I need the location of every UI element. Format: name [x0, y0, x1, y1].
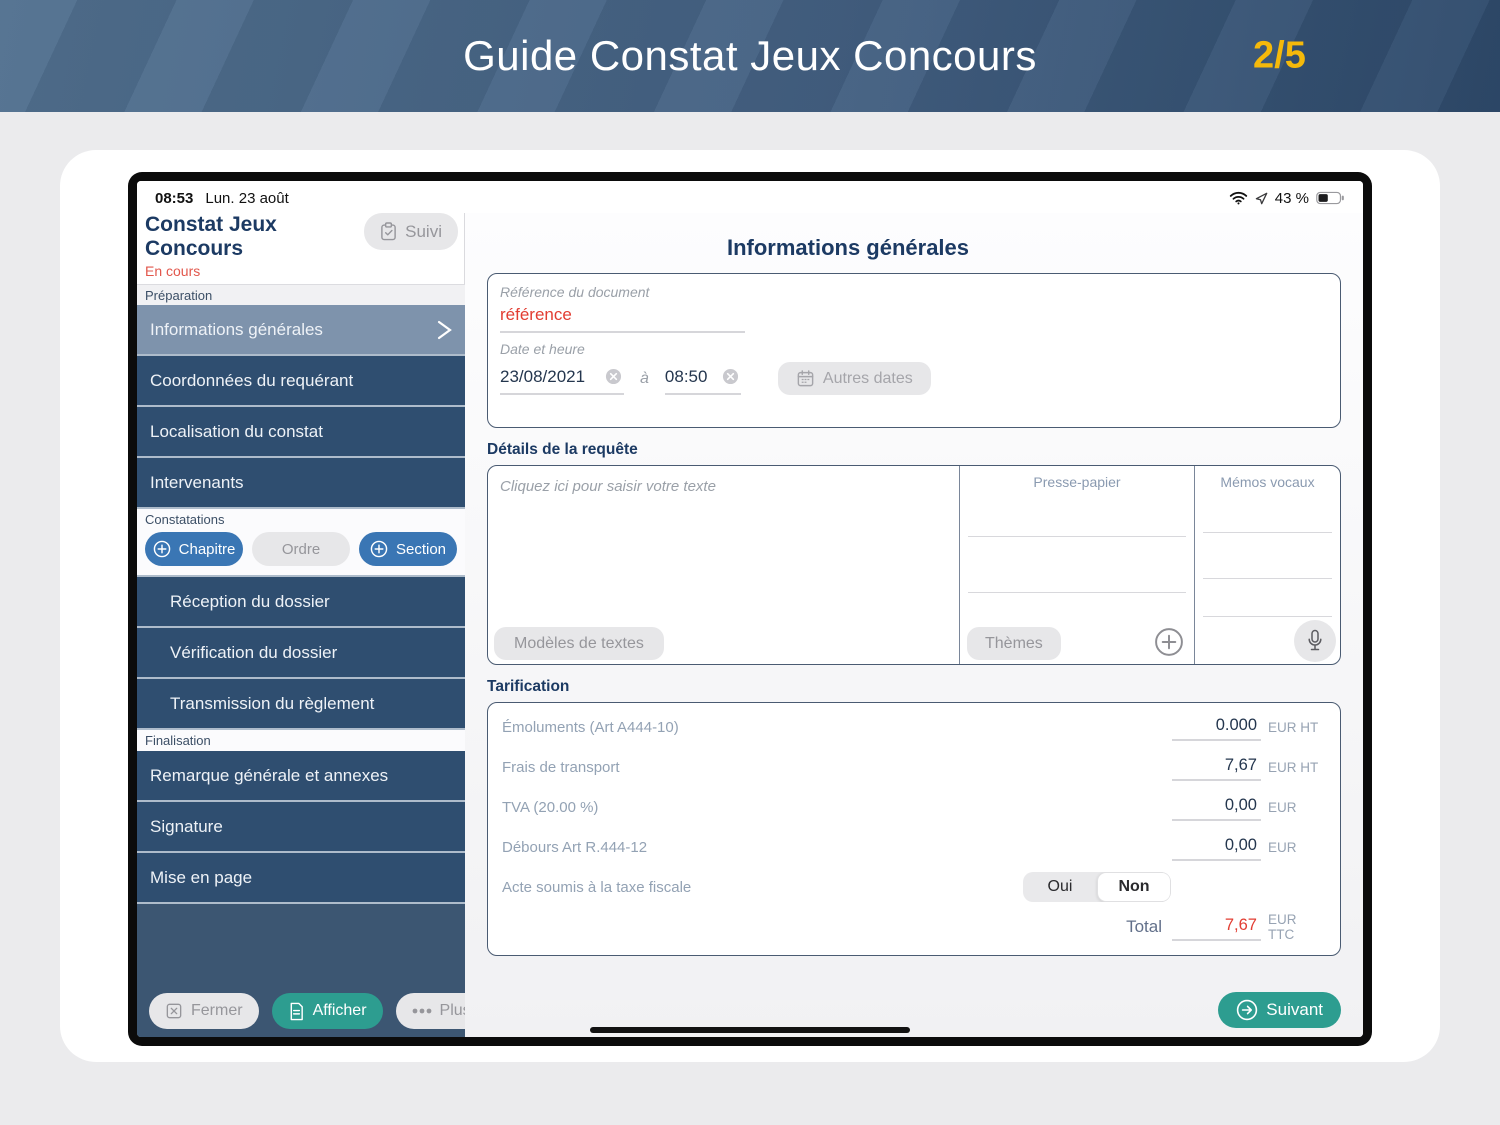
plus-circle-icon: [370, 540, 388, 558]
date-heure-label: Date et heure: [500, 341, 585, 357]
add-chapitre-button[interactable]: Chapitre: [145, 532, 243, 566]
calendar-icon: [796, 369, 815, 388]
text-placeholder: Cliquez ici pour saisir votre texte: [500, 478, 716, 495]
tarif-row: Débours Art R.444-12 0,00 EUR: [502, 827, 1326, 867]
details-heading: Détails de la requête: [487, 441, 638, 458]
sidebar: Constat Jeux Concours En cours: [137, 213, 487, 1037]
tarification-heading: Tarification: [487, 678, 570, 695]
section-preparation: Préparation: [137, 284, 465, 305]
wifi-icon: [1229, 191, 1248, 205]
screenshot-card: 08:53 Lun. 23 août: [60, 150, 1440, 1062]
dossier-status: En cours: [145, 263, 201, 279]
ellipsis-icon: [412, 1008, 432, 1014]
divider: [968, 592, 1186, 593]
clipboard-check-icon: [380, 222, 397, 241]
battery-percent: 43 %: [1274, 189, 1309, 207]
date-field[interactable]: 23/08/2021: [500, 363, 624, 395]
section-finalisation: Finalisation: [137, 730, 465, 751]
fermer-button[interactable]: Fermer: [149, 993, 259, 1029]
sidebar-header: Constat Jeux Concours En cours: [137, 213, 465, 284]
suivant-button[interactable]: Suivant: [1218, 992, 1341, 1028]
request-text-area[interactable]: Cliquez ici pour saisir votre texte Modè…: [488, 466, 959, 664]
sidebar-footer: Fermer Afficher: [137, 993, 487, 1037]
sidebar-item-reception-dossier[interactable]: Réception du dossier: [137, 577, 465, 628]
reference-label: Référence du document: [500, 284, 650, 300]
sidebar-filler: [137, 904, 465, 993]
add-section-button[interactable]: Section: [359, 532, 457, 566]
divider: [1203, 616, 1332, 617]
divider: [1203, 532, 1332, 533]
themes-button[interactable]: Thèmes: [967, 627, 1061, 660]
details-card: Cliquez ici pour saisir votre texte Modè…: [487, 465, 1341, 665]
afficher-button[interactable]: Afficher: [271, 993, 383, 1029]
sidebar-item-transmission-reglement[interactable]: Transmission du règlement: [137, 679, 465, 730]
total-label: Total: [1126, 917, 1162, 936]
presse-papier-panel: Presse-papier Thèmes: [959, 466, 1194, 664]
total-value: 7,67: [1172, 914, 1261, 941]
guide-title: Guide Constat Jeux Concours: [463, 32, 1037, 79]
clear-icon[interactable]: [605, 368, 622, 385]
at-label: à: [640, 369, 649, 387]
battery-icon: [1316, 191, 1345, 205]
section-constatations: Constatations: [145, 512, 225, 527]
sidebar-item-mise-en-page[interactable]: Mise en page: [137, 853, 465, 904]
page-title: Informations générales: [726, 235, 970, 260]
ipad-screen: 08:53 Lun. 23 août: [137, 181, 1363, 1037]
taxe-fiscale-row: Acte soumis à la taxe fiscale Oui Non: [502, 867, 1326, 907]
tarif-row: Émoluments (Art A444-10) 0.000 EUR HT: [502, 707, 1326, 747]
sidebar-item-coordonnees-requerant[interactable]: Coordonnées du requérant: [137, 356, 465, 407]
dossier-title: Constat Jeux Concours: [145, 213, 277, 260]
clear-icon[interactable]: [722, 368, 739, 385]
tarification-card: Émoluments (Art A444-10) 0.000 EUR HT Fr…: [487, 702, 1341, 956]
close-square-icon: [165, 1002, 183, 1020]
chevron-right-icon: [436, 318, 465, 342]
presse-papier-header: Presse-papier: [1033, 474, 1121, 490]
plus-circle-icon: [153, 540, 171, 558]
memos-vocaux-header: Mémos vocaux: [1220, 474, 1315, 490]
reference-field[interactable]: référence: [500, 300, 745, 333]
tva-value[interactable]: 0,00: [1172, 794, 1261, 821]
toggle-non[interactable]: Non: [1097, 872, 1171, 902]
main-panel: Informations générales Référence du docu…: [465, 213, 1363, 1037]
suivi-button[interactable]: Suivi: [364, 213, 458, 250]
home-indicator[interactable]: [590, 1027, 910, 1033]
microphone-button[interactable]: [1294, 620, 1336, 662]
sidebar-item-localisation-constat[interactable]: Localisation du constat: [137, 407, 465, 458]
total-row: Total 7,67 EUR TTC: [502, 907, 1326, 947]
ipad-frame: 08:53 Lun. 23 août: [128, 172, 1372, 1046]
divider: [968, 536, 1186, 537]
sidebar-item-verification-dossier[interactable]: Vérification du dossier: [137, 628, 465, 679]
status-time: 08:53: [155, 189, 194, 207]
emoluments-value[interactable]: 0.000: [1172, 714, 1261, 741]
sidebar-item-remarque-annexes[interactable]: Remarque générale et annexes: [137, 751, 465, 802]
memos-vocaux-panel: Mémos vocaux: [1194, 466, 1340, 664]
taxe-fiscale-toggle[interactable]: Oui Non: [1023, 872, 1171, 902]
autres-dates-button[interactable]: Autres dates: [777, 362, 931, 395]
status-date: Lun. 23 août: [205, 189, 289, 207]
add-clipboard-button[interactable]: [1154, 627, 1184, 657]
divider: [1203, 578, 1332, 579]
sidebar-item-intervenants[interactable]: Intervenants: [137, 458, 465, 509]
sidebar-item-informations-generales[interactable]: Informations générales: [137, 305, 465, 356]
arrow-right-circle-icon: [1236, 999, 1258, 1021]
modeles-textes-button[interactable]: Modèles de textes: [494, 627, 664, 660]
sidebar-item-signature[interactable]: Signature: [137, 802, 465, 853]
tarif-row: TVA (20.00 %) 0,00 EUR: [502, 787, 1326, 827]
toggle-oui[interactable]: Oui: [1047, 878, 1073, 895]
step-indicator: 2/5: [1253, 34, 1306, 77]
time-field[interactable]: 08:50: [664, 363, 741, 395]
document-icon: [288, 1002, 305, 1021]
general-info-card: Référence du document référence Date et …: [487, 273, 1341, 428]
frais-transport-value[interactable]: 7,67: [1172, 754, 1261, 781]
ordre-button[interactable]: Ordre: [252, 532, 350, 566]
location-icon: [1255, 192, 1268, 205]
status-bar: 08:53 Lun. 23 août: [137, 181, 1363, 213]
guide-banner: Guide Constat Jeux Concours 2/5: [0, 0, 1500, 112]
debours-value[interactable]: 0,00: [1172, 834, 1261, 861]
constatations-block: Constatations Chapitre: [137, 509, 465, 577]
tarif-row: Frais de transport 7,67 EUR HT: [502, 747, 1326, 787]
